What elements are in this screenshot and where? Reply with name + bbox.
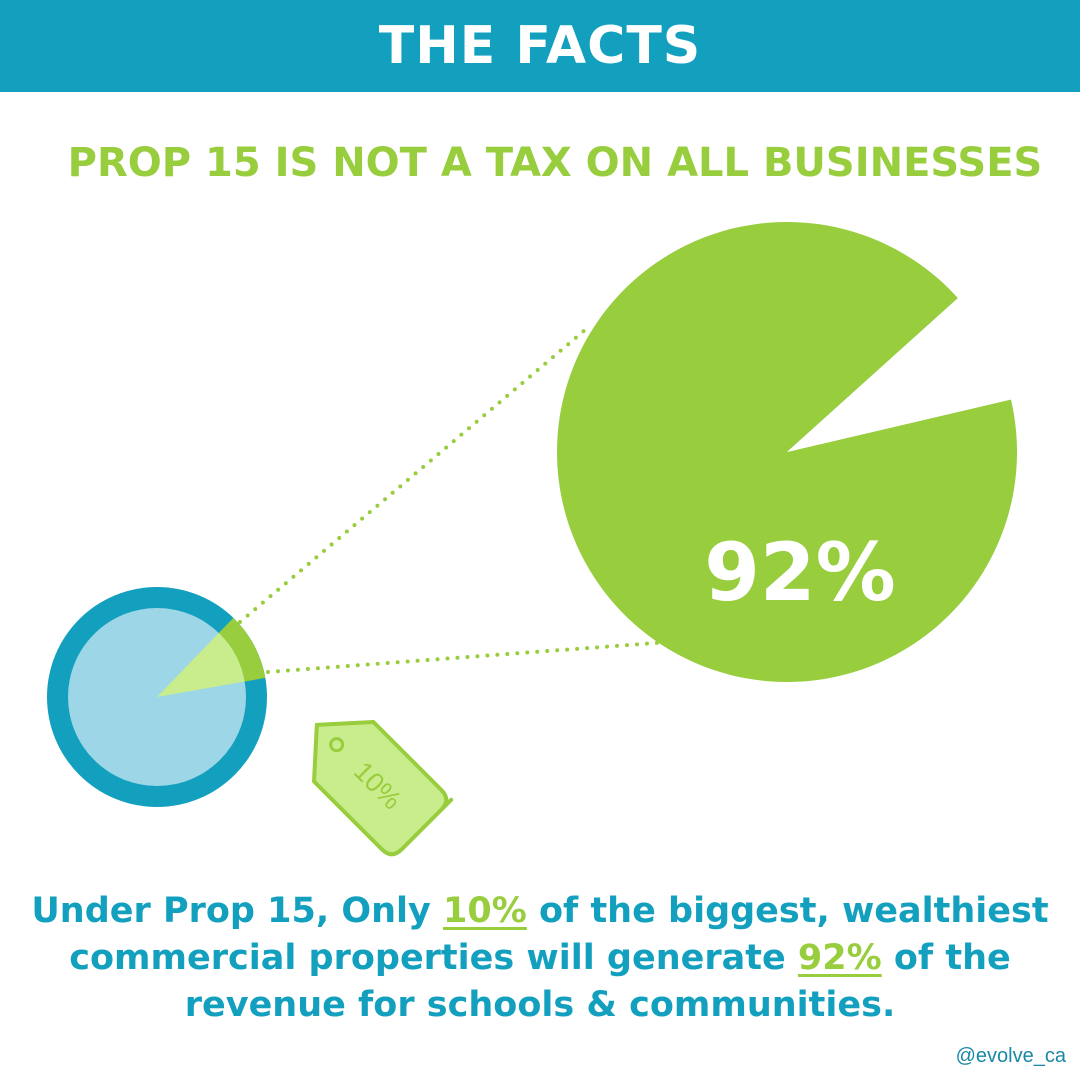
connector-line-bottom xyxy=(266,640,670,674)
header-title: THE FACTS xyxy=(378,16,702,76)
caption-highlight-92: 92% xyxy=(797,938,882,978)
small-pie-highlight-slice xyxy=(157,632,245,697)
big-pie xyxy=(556,221,1017,682)
caption-text-3: of the revenue for schools & communities… xyxy=(184,938,1011,1025)
header-banner: THE FACTS xyxy=(0,0,1080,92)
price-tag: 10% xyxy=(312,720,454,857)
price-tag-hole xyxy=(329,737,345,753)
caption-text-1: Under Prop 15, Only xyxy=(31,891,444,931)
connector-lines xyxy=(238,328,670,674)
caption-highlight-10: 10% xyxy=(443,891,527,931)
big-pie-remaining-slice xyxy=(787,298,1011,452)
price-tag-shape xyxy=(312,720,454,857)
social-handle: @evolve_ca xyxy=(955,1045,1066,1067)
big-pie-value-label: 92% xyxy=(704,526,895,619)
caption-text-2: of the biggest, wealthiest commercial pr… xyxy=(69,891,1049,978)
small-pie xyxy=(47,587,267,807)
headline: PROP 15 IS NOT A TAX ON ALL BUSINESSES xyxy=(67,140,1043,186)
connector-line-top xyxy=(238,328,587,624)
caption: Under Prop 15, Only 10% of the biggest, … xyxy=(20,888,1060,1029)
